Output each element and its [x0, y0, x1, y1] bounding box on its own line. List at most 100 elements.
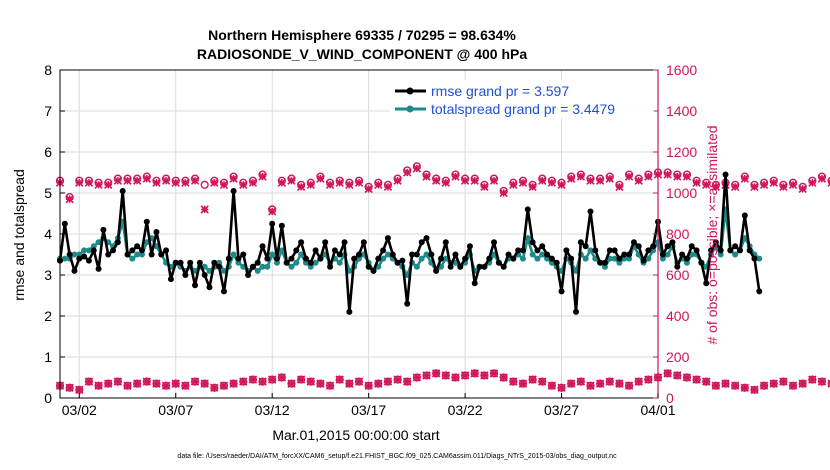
- marker-possible: [827, 176, 830, 185]
- y-tick-label-right: 1400: [666, 103, 697, 119]
- marker-assimilated: [615, 182, 624, 192]
- marker-assimilated: [403, 377, 412, 386]
- marker-assimilated: [248, 178, 258, 187]
- series-point: [640, 257, 647, 264]
- series-point: [606, 247, 613, 254]
- series-point: [76, 255, 83, 262]
- marker-assimilated: [345, 379, 354, 388]
- series-point: [71, 267, 78, 274]
- series-point: [240, 251, 247, 258]
- series-point: [688, 243, 695, 250]
- series-point: [61, 255, 68, 262]
- series-point: [399, 257, 406, 264]
- series-point: [732, 251, 739, 258]
- series-point: [95, 265, 102, 272]
- marker-assimilated: [817, 174, 827, 183]
- series-point: [61, 220, 68, 227]
- marker-assimilated: [769, 379, 778, 388]
- marker-assimilated: [624, 172, 634, 181]
- series-point: [741, 212, 748, 219]
- series-point: [105, 251, 112, 258]
- series-point: [476, 263, 483, 270]
- marker-assimilated: [595, 176, 605, 185]
- axes: 03/02 03/07 03/12 03/17 03/22 03/27 04/0101234…: [44, 62, 697, 418]
- series-point: [457, 263, 464, 270]
- series-point: [95, 239, 102, 246]
- marker-assimilated: [538, 377, 547, 386]
- series-point: [365, 263, 372, 270]
- series-point: [274, 259, 281, 266]
- series-point: [645, 255, 652, 262]
- series-point: [220, 288, 227, 295]
- series-point: [143, 218, 150, 225]
- marker-assimilated: [383, 182, 393, 192]
- marker-assimilated: [740, 174, 749, 183]
- marker-assimilated: [239, 377, 248, 386]
- marker-assimilated: [615, 379, 624, 388]
- marker-assimilated: [692, 375, 701, 384]
- series-point: [206, 267, 213, 274]
- series-point: [288, 263, 295, 270]
- series-point: [437, 255, 444, 262]
- y-tick-label-left: 4: [44, 226, 52, 242]
- marker-assimilated: [431, 369, 441, 378]
- legend-spread-label: totalspread grand pr = 3.4479: [431, 101, 615, 117]
- series-point: [418, 239, 425, 246]
- y-tick-label-left: 0: [44, 390, 52, 406]
- series-point: [322, 239, 329, 246]
- series-point: [293, 259, 300, 266]
- series-point: [134, 243, 141, 250]
- marker-assimilated: [634, 176, 643, 185]
- series-point: [230, 251, 237, 258]
- series-point: [384, 235, 391, 242]
- marker-assimilated: [759, 381, 769, 390]
- marker-assimilated: [798, 184, 807, 194]
- marker-assimilated: [451, 172, 460, 181]
- series-point: [693, 247, 700, 254]
- series-point: [727, 247, 734, 254]
- series-point: [481, 263, 488, 270]
- series-point: [601, 263, 608, 270]
- series-point: [442, 239, 449, 246]
- series-point: [182, 272, 189, 278]
- series-point: [138, 247, 145, 254]
- series-point: [90, 243, 97, 250]
- series-point: [298, 251, 305, 258]
- marker-assimilated: [132, 379, 142, 388]
- marker-assimilated: [354, 178, 364, 187]
- series-point: [587, 208, 594, 215]
- marker-assimilated: [181, 381, 190, 390]
- series-point: [491, 239, 498, 246]
- marker-assimilated: [779, 377, 788, 386]
- marker-assimilated: [817, 377, 827, 386]
- marker-assimilated: [499, 373, 508, 382]
- marker-assimilated: [123, 176, 132, 185]
- marker-assimilated: [808, 375, 817, 384]
- series-point: [529, 251, 536, 258]
- marker-assimilated: [644, 172, 653, 181]
- marker-assimilated: [788, 381, 798, 390]
- marker-assimilated: [325, 180, 335, 189]
- marker-assimilated: [258, 377, 267, 386]
- marker-assimilated: [248, 375, 258, 384]
- marker-assimilated: [711, 381, 721, 390]
- marker-assimilated: [788, 180, 798, 189]
- series-point: [466, 243, 473, 250]
- x-tick-label: 03/22: [448, 402, 483, 418]
- marker-assimilated: [268, 375, 277, 384]
- series-point: [539, 243, 546, 250]
- series-point: [756, 255, 763, 262]
- y-tick-label-left: 2: [44, 308, 52, 324]
- legend-spread-marker: [406, 105, 414, 113]
- x-tick-label: 04/01: [640, 402, 675, 418]
- series-point: [312, 259, 319, 266]
- marker-assimilated: [730, 381, 740, 390]
- marker-possible: [200, 180, 209, 189]
- series-point: [302, 255, 309, 262]
- series-point: [510, 255, 517, 262]
- series-point: [114, 239, 121, 246]
- marker-assimilated: [759, 180, 769, 189]
- marker-assimilated: [104, 180, 113, 189]
- series-point: [587, 247, 594, 254]
- legend-rmse-marker: [406, 87, 414, 95]
